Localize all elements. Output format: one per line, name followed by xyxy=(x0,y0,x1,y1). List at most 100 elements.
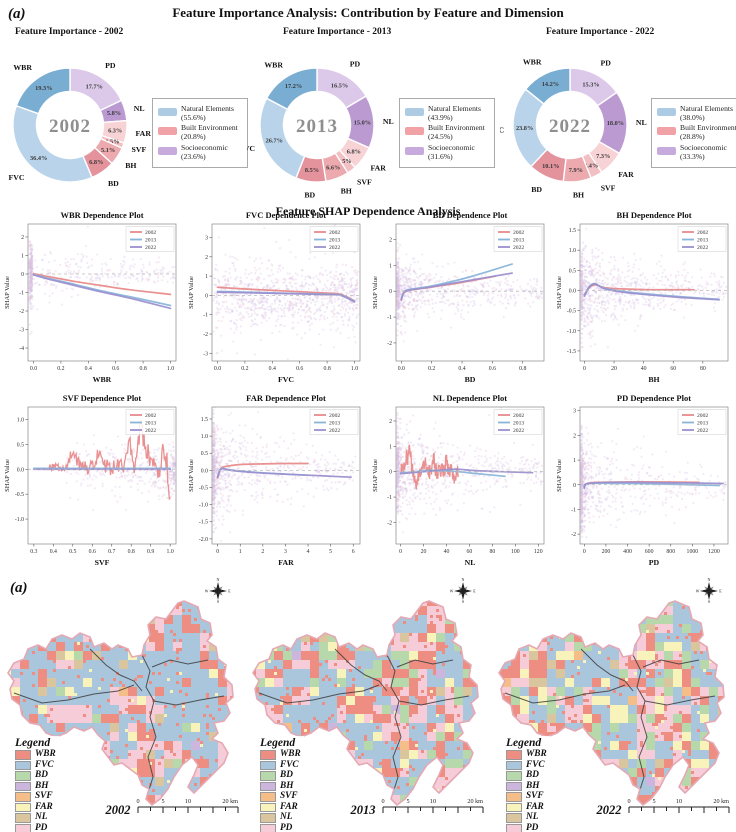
plot-legend-year: 2002 xyxy=(513,413,524,419)
map-legend-swatch xyxy=(15,781,31,791)
segment-name-label: PD xyxy=(105,61,116,70)
x-tick-label: 0.5 xyxy=(69,549,76,555)
x-tick-label: 0 xyxy=(583,549,586,555)
trend-line-2022 xyxy=(399,468,534,475)
y-tick-label: 2 xyxy=(389,419,392,425)
map-legend-label: FAR xyxy=(526,802,544,812)
legend-row: Natural Elements (38.0%) xyxy=(657,104,736,123)
legend-text: Built Environment (28.8%) xyxy=(680,124,736,141)
map-legend-row: FAR xyxy=(506,802,547,812)
x-tick-label: 80 xyxy=(489,549,495,555)
scale-label: 5 xyxy=(406,798,409,805)
map-legend: Legend WBR FVC BD BH SVF FAR NL PD xyxy=(257,736,304,832)
map-legend-swatch xyxy=(506,802,522,812)
plot-legend-year: 2022 xyxy=(145,245,156,251)
plot-legend-year: 2002 xyxy=(145,413,156,419)
x-tick-label: 1000 xyxy=(687,549,699,555)
dimension-legend: Natural Elements (38.0%) Built Environment… xyxy=(651,98,736,169)
y-tick-label: -1.0 xyxy=(567,329,576,335)
segment-pct-label: 36.4% xyxy=(30,155,47,162)
x-tick-label: 1.0 xyxy=(351,366,358,372)
legend-swatch xyxy=(405,108,424,116)
map-legend-swatch xyxy=(260,781,276,791)
legend-text: Natural Elements (38.0%) xyxy=(680,104,733,123)
legend-text: Built Environment (20.8%) xyxy=(181,124,238,141)
map-legend: Legend WBR FVC BD BH SVF FAR NL PD xyxy=(12,736,59,832)
legend-swatch xyxy=(158,127,177,136)
y-tick-label: -2 xyxy=(19,309,24,315)
scale-bar: 0 5 10 20 km xyxy=(381,798,484,813)
plot-legend-year: 2022 xyxy=(697,245,708,251)
legend-pct: (31.6%) xyxy=(428,152,475,162)
legend-label: Socioeconomic xyxy=(428,143,475,153)
map-legend-label: NL xyxy=(280,812,292,822)
x-tick-label: 0 xyxy=(583,366,586,372)
plot-legend-year: 2013 xyxy=(513,238,524,244)
legend-label: Socioeconomic xyxy=(181,143,228,153)
segment-name-label: FVC xyxy=(247,144,255,153)
y-tick-label: 0 xyxy=(389,289,392,295)
map-legend-row: FAR xyxy=(260,802,301,812)
y-axis-label: SHAP Value xyxy=(188,276,195,309)
legend-pct: (38.0%) xyxy=(680,113,733,123)
plot-legend-year: 2002 xyxy=(697,413,708,419)
y-axis-label: SHAP Value xyxy=(4,276,11,309)
map-year-label: 2002 xyxy=(96,803,140,818)
segment-pct-label: 23.8% xyxy=(516,125,533,132)
segment-pct-label: 1.5% xyxy=(105,138,119,145)
y-tick-label: -0.5 xyxy=(15,492,24,498)
map-year-label: 2022 xyxy=(587,803,631,818)
x-tick-label: 0.6 xyxy=(89,549,96,555)
y-tick-label: -1 xyxy=(19,291,24,297)
trend-line-2022 xyxy=(583,283,720,301)
x-axis-label: NL xyxy=(465,558,476,567)
map-legend-swatch xyxy=(260,802,276,812)
shap-section: Feature SHAP Dependence Analysis WBR Dep… xyxy=(0,204,736,577)
map-legend-row: PD xyxy=(506,823,547,832)
y-tick-label: -1.5 xyxy=(199,520,208,526)
segment-name-label: FVC xyxy=(500,126,505,135)
donut-chart: 15.3% PD 18.0% NL 7.3% FAR 3.4% SVF 7.9% BH 10.1% B… xyxy=(500,57,647,199)
map-legend-swatch xyxy=(506,813,522,823)
segment-name-label: FVC xyxy=(9,173,25,182)
scale-label: 10 xyxy=(676,798,682,805)
y-tick-label: 0.0 xyxy=(201,468,208,474)
plot-legend-year: 2013 xyxy=(329,238,340,244)
segment-name-label: NL xyxy=(636,118,647,127)
y-tick-label: -2 xyxy=(387,520,392,526)
donut-center-year: 2022 xyxy=(549,116,591,137)
y-tick-label: -2 xyxy=(571,532,576,538)
plot-legend-year: 2002 xyxy=(329,230,340,236)
x-axis-label: FAR xyxy=(278,558,294,567)
map-legend-swatch xyxy=(15,792,31,802)
x-tick-label: 40 xyxy=(641,366,647,372)
y-tick-label: 1 xyxy=(21,253,24,259)
x-tick-label: 1200 xyxy=(708,549,720,555)
segment-name-label: BH xyxy=(125,161,136,170)
map-legend-row: WBR xyxy=(260,749,301,760)
y-tick-label: 0 xyxy=(573,483,576,489)
y-tick-label: 0.0 xyxy=(17,467,24,473)
plot-legend-year: 2022 xyxy=(697,428,708,434)
scale-label: 10 xyxy=(185,798,191,805)
legend-row: Socioeconomic (33.3%) xyxy=(657,143,736,161)
y-tick-label: 0.0 xyxy=(569,288,576,294)
x-tick-label: 0.9 xyxy=(147,549,154,555)
x-tick-label: 0 xyxy=(399,549,402,555)
y-tick-label: -2.0 xyxy=(199,537,208,543)
legend-row: Natural Elements (43.9%) xyxy=(405,104,489,122)
x-tick-label: 0.4 xyxy=(458,366,465,372)
legend-text: Natural Elements (43.9%) xyxy=(428,104,481,122)
legend-pct: (20.8%) xyxy=(181,132,238,142)
plot-legend-year: 2013 xyxy=(697,421,708,427)
segment-name-label: PD xyxy=(601,58,612,67)
y-tick-label: 1 xyxy=(389,263,392,269)
map-legend-label: BH xyxy=(526,781,539,791)
map-legend-row: PD xyxy=(15,823,56,832)
segment-name-label: BD xyxy=(531,185,542,194)
y-tick-label: -3 xyxy=(19,328,24,334)
shap-plot-SVF: SVF Dependence Plot 0.3 0.4 0.5 0.6 0.7 0.8 0.9… xyxy=(4,393,177,567)
y-tick-label: 2 xyxy=(389,238,392,244)
